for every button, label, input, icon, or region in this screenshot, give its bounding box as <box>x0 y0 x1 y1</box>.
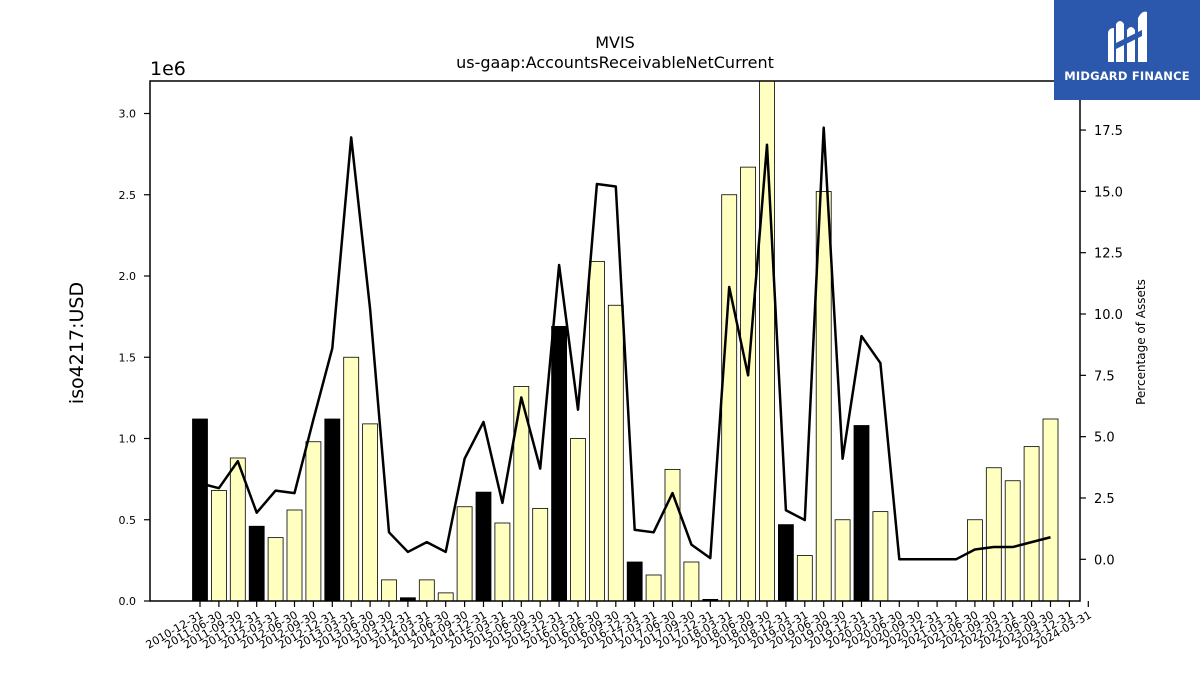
bar <box>796 555 813 602</box>
bar <box>286 509 303 602</box>
y-tick-label: 3.0 <box>119 108 137 121</box>
y-tick-label: 1.5 <box>119 351 137 364</box>
chart-subtitle: us-gaap:AccountsReceivableNetCurrent <box>456 53 774 72</box>
y-offset-label: 1e6 <box>150 58 186 80</box>
bar <box>834 519 851 602</box>
brand-logo: MIDGARD FINANCE <box>1054 0 1200 100</box>
midgard-m-logo-icon <box>1108 11 1147 63</box>
left-axis-ticks: 0.0 0.5 1.0 1.5 2.0 2.5 3.0 <box>119 108 150 608</box>
bar <box>532 507 549 602</box>
bar <box>607 304 624 602</box>
bar <box>437 592 454 602</box>
brand-name: MIDGARD FINANCE <box>1064 69 1190 83</box>
y2-tick-label: 17.5 <box>1094 124 1123 139</box>
bar <box>343 356 360 602</box>
y2-axis-label: Percentage of Assets <box>1134 279 1148 405</box>
bar <box>362 423 379 602</box>
y-tick-label: 2.0 <box>119 270 137 283</box>
bar <box>853 425 870 602</box>
y-tick-label: 0.0 <box>119 595 137 608</box>
chart-title: MVIS <box>595 33 635 52</box>
bars-layer <box>192 80 1059 602</box>
y-axis-label: iso4217:USD <box>66 282 88 404</box>
bar <box>210 490 227 602</box>
bar <box>456 506 473 602</box>
y2-tick-label: 15.0 <box>1094 185 1123 200</box>
y2-tick-label: 0.0 <box>1094 553 1115 568</box>
x-axis-ticks: 2010-12-312011-06-302011-09-302011-12-31… <box>144 601 1094 652</box>
plot-frame <box>149 80 1081 602</box>
bar <box>778 524 794 602</box>
bar <box>551 325 567 602</box>
bar <box>418 579 435 602</box>
y-tick-label: 2.5 <box>119 189 137 202</box>
bar <box>475 491 492 602</box>
bar <box>740 166 756 602</box>
bar <box>305 441 322 602</box>
bar <box>494 522 511 602</box>
bar <box>1004 480 1021 602</box>
bar <box>985 467 1002 602</box>
bar <box>324 418 341 602</box>
y2-tick-label: 10.0 <box>1094 308 1123 323</box>
bar <box>645 574 662 602</box>
y-tick-label: 0.5 <box>119 514 137 527</box>
bar <box>570 438 586 602</box>
bar <box>683 561 700 602</box>
bar <box>381 579 397 602</box>
y-tick-label: 1.0 <box>119 433 137 446</box>
bar <box>248 525 265 602</box>
bar <box>1042 418 1059 602</box>
bar <box>267 537 284 602</box>
y2-tick-label: 7.5 <box>1094 369 1115 384</box>
y2-tick-label: 12.5 <box>1094 247 1123 262</box>
bar <box>192 418 208 602</box>
y2-tick-label: 2.5 <box>1094 492 1115 507</box>
bar <box>1023 446 1040 602</box>
right-axis-ticks: 0.0 2.5 5.0 7.5 10.0 12.5 15.0 17.5 <box>1080 124 1123 568</box>
bar <box>229 457 246 602</box>
bar <box>872 511 889 602</box>
bar <box>721 194 738 602</box>
y2-tick-label: 5.0 <box>1094 431 1115 446</box>
bar <box>589 260 605 602</box>
bar <box>626 561 643 602</box>
bar <box>664 468 681 602</box>
percentage-line <box>199 126 1051 561</box>
bar <box>967 519 983 602</box>
